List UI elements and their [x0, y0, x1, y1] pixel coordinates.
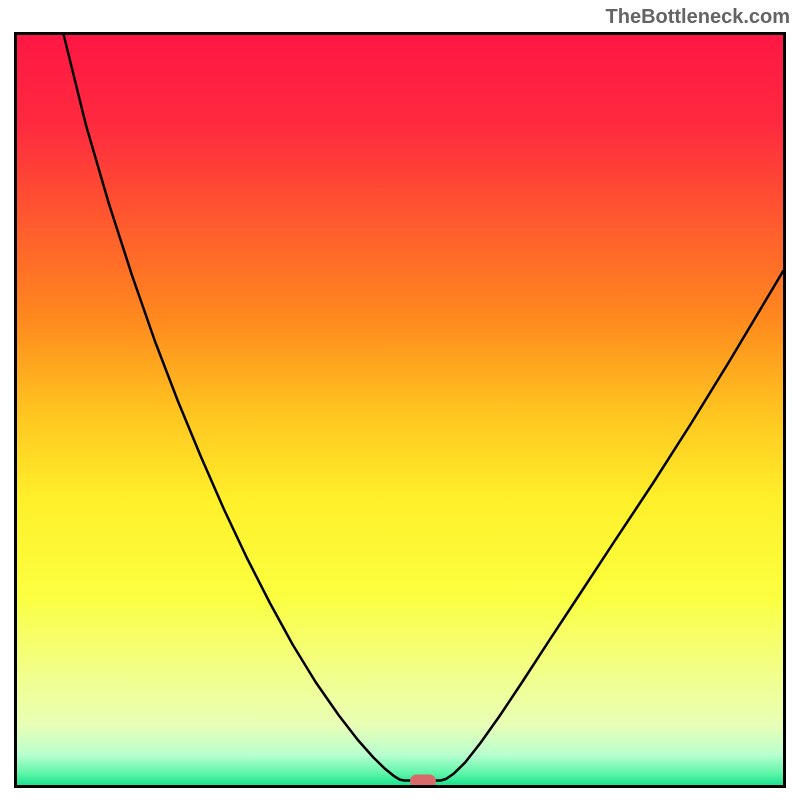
bottleneck-curve	[17, 35, 783, 785]
plot-area	[17, 35, 783, 785]
watermark-text: TheBottleneck.com	[606, 6, 790, 29]
optimal-marker	[410, 774, 436, 785]
chart-container: TheBottleneck.com	[0, 0, 800, 800]
